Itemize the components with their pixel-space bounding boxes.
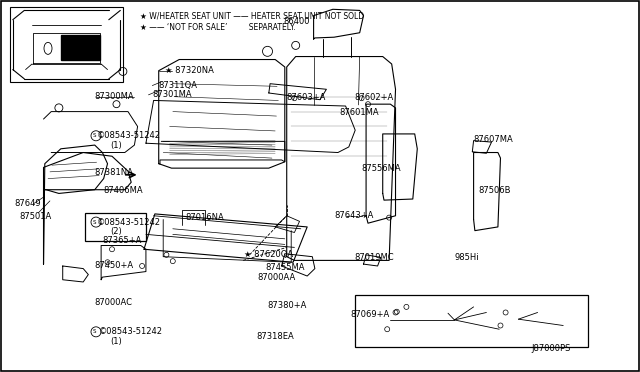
Text: 87365+A: 87365+A bbox=[102, 236, 142, 245]
Bar bbox=[85, 213, 146, 241]
Text: 87381NA: 87381NA bbox=[95, 168, 134, 177]
Text: 87603+A: 87603+A bbox=[287, 93, 326, 102]
Text: ★ 87320NA: ★ 87320NA bbox=[165, 66, 214, 75]
Bar bbox=[10, 7, 123, 82]
Text: 87643+A: 87643+A bbox=[334, 211, 374, 219]
Text: 87069+A: 87069+A bbox=[351, 310, 390, 319]
Text: J87000PS: J87000PS bbox=[531, 344, 571, 353]
Text: 87000AC: 87000AC bbox=[94, 298, 132, 307]
Text: 87601MA: 87601MA bbox=[339, 108, 379, 117]
Text: ★ W/HEATER SEAT UNIT —— HEATER SEAT UNIT NOT SOLD: ★ W/HEATER SEAT UNIT —— HEATER SEAT UNIT… bbox=[140, 12, 364, 21]
Text: 87501A: 87501A bbox=[19, 212, 51, 221]
Text: 87016NA: 87016NA bbox=[186, 213, 225, 222]
Text: (1): (1) bbox=[110, 141, 122, 150]
Text: S: S bbox=[93, 133, 97, 138]
Text: 87406MA: 87406MA bbox=[104, 186, 143, 195]
Text: 87602+A: 87602+A bbox=[355, 93, 394, 102]
Text: 87506B: 87506B bbox=[479, 186, 511, 195]
Text: ©08543-51242: ©08543-51242 bbox=[99, 327, 163, 336]
Text: 87019MC: 87019MC bbox=[355, 253, 394, 262]
Text: ★ 87620QA: ★ 87620QA bbox=[244, 250, 294, 259]
Text: 87301MA: 87301MA bbox=[152, 90, 192, 99]
Text: 87649: 87649 bbox=[14, 199, 41, 208]
Text: 86400: 86400 bbox=[284, 17, 310, 26]
Polygon shape bbox=[61, 35, 100, 60]
Text: S: S bbox=[93, 329, 97, 334]
Text: 87318EA: 87318EA bbox=[256, 332, 294, 341]
Text: 985Hi: 985Hi bbox=[454, 253, 479, 262]
Text: 87450+A: 87450+A bbox=[94, 262, 133, 270]
Text: ©08543-51242: ©08543-51242 bbox=[97, 218, 161, 227]
Text: (1): (1) bbox=[110, 337, 122, 346]
Text: 87556MA: 87556MA bbox=[362, 164, 401, 173]
Text: 87380+A: 87380+A bbox=[268, 301, 307, 310]
Text: ★ —— ‘NOT FOR SALE’         SEPARATELY.: ★ —— ‘NOT FOR SALE’ SEPARATELY. bbox=[140, 23, 295, 32]
Text: (2): (2) bbox=[110, 227, 122, 236]
Bar bbox=[355, 295, 588, 347]
Text: 87455MA: 87455MA bbox=[266, 263, 305, 272]
Text: 87300MA: 87300MA bbox=[94, 92, 134, 101]
Text: ©08543-51242: ©08543-51242 bbox=[97, 131, 161, 140]
Text: 87311QA: 87311QA bbox=[159, 81, 198, 90]
Text: 87000AA: 87000AA bbox=[257, 273, 296, 282]
Text: S: S bbox=[93, 219, 97, 225]
Text: 87607MA: 87607MA bbox=[474, 135, 513, 144]
